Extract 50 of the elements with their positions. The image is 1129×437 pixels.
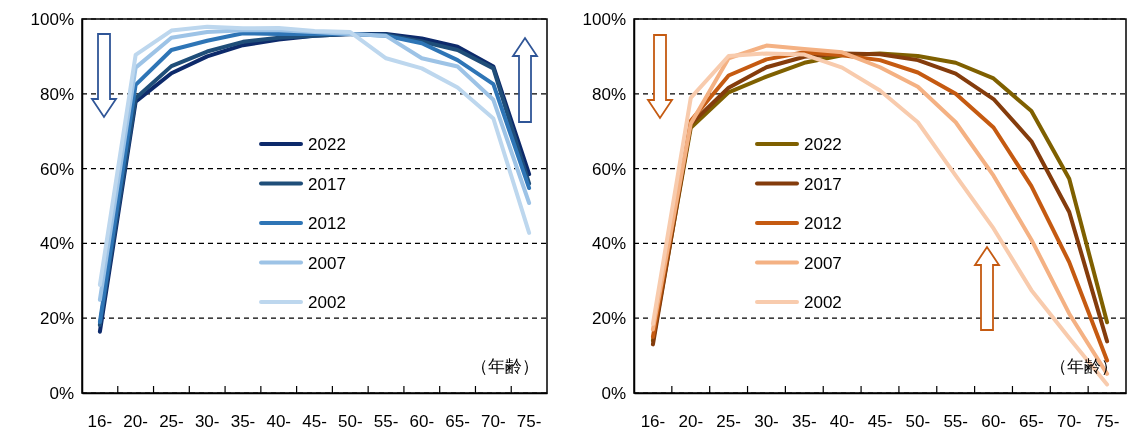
y-tick-label: 20% (591, 309, 626, 329)
x-tick-label: 60- (409, 412, 435, 432)
x-tick-label: 65- (1019, 412, 1044, 432)
x-tick-label: 45- (302, 412, 327, 432)
x-tick-label: 50- (905, 412, 931, 432)
legend-label: 2022 (804, 135, 842, 154)
legend-label: 2002 (308, 293, 346, 312)
y-tick-label: 80% (591, 84, 626, 104)
x-tick-label: 35- (792, 412, 817, 432)
annotation: （年齢） (1050, 356, 1118, 376)
y-tick-label: 100% (582, 9, 626, 29)
y-tick-label: 0% (49, 383, 74, 403)
legend-label: 2007 (308, 253, 346, 273)
legend-label: 2012 (308, 214, 346, 233)
legend-label: 2002 (804, 293, 842, 312)
legend-label: 2007 (804, 253, 842, 273)
x-tick-label: 20- (678, 412, 704, 432)
x-tick-label: 16- (640, 412, 666, 432)
x-tick-label: 65- (445, 412, 470, 432)
legend-label: 2012 (804, 214, 842, 233)
legend-label: 2022 (308, 135, 346, 154)
x-tick-label: 45- (867, 412, 893, 432)
x-tick-label: 35- (230, 412, 256, 432)
x-tick-label: 55- (943, 412, 968, 432)
x-tick-label: 75- (1094, 412, 1120, 432)
x-tick-label: 55- (373, 412, 399, 432)
y-tick-label: 80% (39, 84, 74, 104)
x-tick-label: 25- (716, 412, 741, 432)
annotation: （年齢） (471, 356, 539, 376)
y-tick-label: 0% (601, 383, 626, 403)
y-tick-label: 100% (30, 9, 74, 29)
x-tick-label: 20- (123, 412, 148, 432)
x-tick-label: 30- (754, 412, 779, 432)
y-tick-label: 60% (591, 159, 626, 179)
x-tick-label: 70- (481, 412, 506, 432)
y-tick-label: 40% (39, 234, 74, 254)
y-tick-label: 20% (39, 309, 74, 329)
y-tick-label: 40% (591, 234, 626, 254)
legend-label: 2017 (804, 174, 842, 194)
x-tick-label: 40- (266, 412, 292, 432)
x-tick-label: 50- (337, 412, 363, 432)
x-tick-label: 25- (159, 412, 184, 432)
y-tick-label: 60% (39, 159, 74, 179)
x-tick-label: 16- (87, 412, 113, 432)
x-tick-label: 30- (194, 412, 220, 432)
x-tick-label: 70- (1056, 412, 1082, 432)
x-tick-label: 60- (981, 412, 1006, 432)
x-tick-label: 40- (829, 412, 855, 432)
legend-label: 2017 (308, 174, 346, 194)
x-tick-label: 75- (516, 412, 542, 432)
